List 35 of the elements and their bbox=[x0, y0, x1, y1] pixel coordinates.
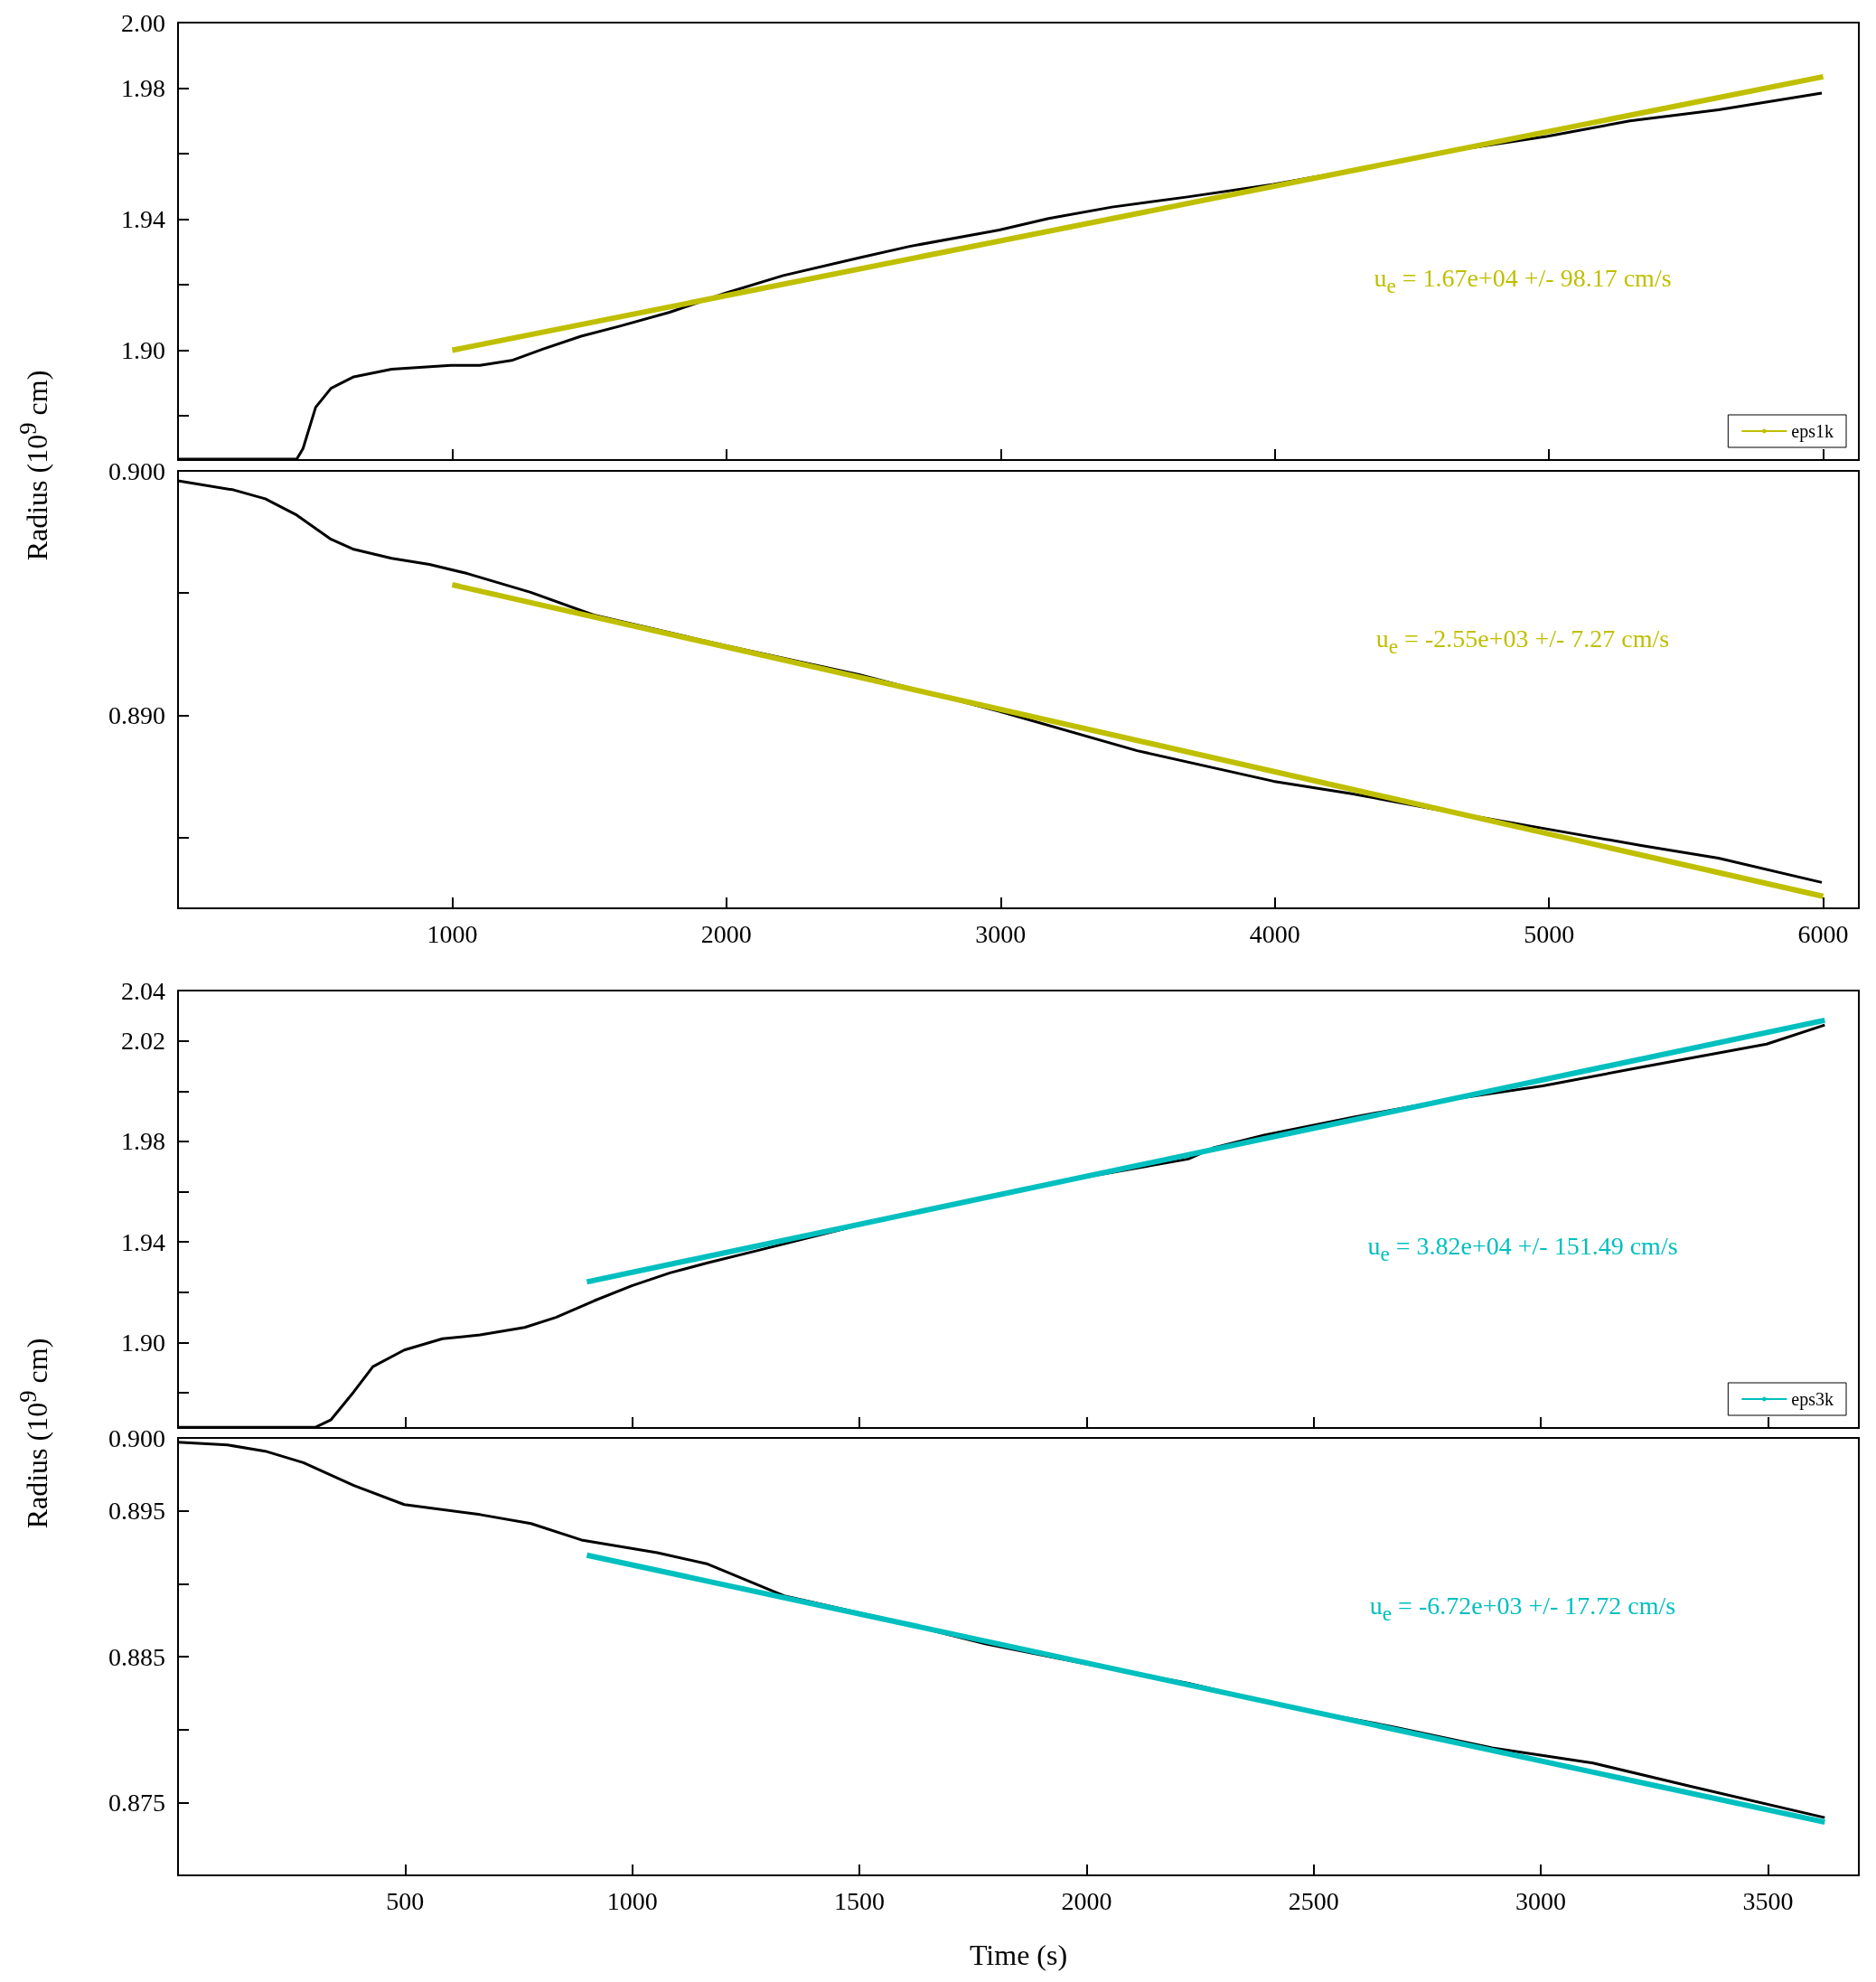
x-tick-label: 2000 bbox=[1061, 1886, 1112, 1915]
x-tick-label: 3000 bbox=[1515, 1886, 1567, 1915]
y-tick-label: 0.875 bbox=[108, 1788, 165, 1817]
x-tick-label: 1000 bbox=[606, 1886, 658, 1915]
x-tick-label: 1000 bbox=[427, 919, 478, 948]
x-tick-label: 3500 bbox=[1742, 1886, 1794, 1915]
y-tick-label: 2.02 bbox=[121, 1027, 165, 1056]
x-tick-label: 500 bbox=[386, 1886, 425, 1915]
legend-label: eps1k bbox=[1791, 421, 1834, 442]
y-tick-label: 0.895 bbox=[108, 1497, 165, 1526]
annotation: u$_{e}$ = 1.67e+04 +/- 98.17 cm/s bbox=[1374, 263, 1672, 298]
annotation: u$_{e}$ = -2.55e+03 +/- 7.27 cm/s bbox=[1375, 624, 1670, 659]
y-tick-label: 1.90 bbox=[121, 1328, 165, 1357]
y-tick-label: 0.890 bbox=[108, 700, 165, 729]
x-tick-label: 2500 bbox=[1288, 1886, 1339, 1915]
y-tick-label: 1.94 bbox=[121, 205, 165, 234]
x-tick-label: 4000 bbox=[1249, 919, 1300, 948]
y-tick-label: 1.94 bbox=[121, 1227, 165, 1256]
annotation: u$_{e}$ = 3.82e+04 +/- 151.49 cm/s bbox=[1367, 1231, 1678, 1266]
y-tick-label: 2.00 bbox=[121, 8, 165, 37]
annotation: u$_{e}$ = -6.72e+03 +/- 17.72 cm/s bbox=[1369, 1591, 1676, 1626]
legend-label: eps3k bbox=[1791, 1389, 1834, 1410]
y-tick-label: 1.90 bbox=[121, 336, 165, 365]
y-tick-label: 0.885 bbox=[108, 1642, 165, 1671]
x-tick-label: 2000 bbox=[700, 919, 752, 948]
x-axis-title: Time (s) bbox=[969, 1939, 1068, 1971]
x-tick-label: 1500 bbox=[834, 1886, 886, 1915]
x-tick-label: 5000 bbox=[1524, 919, 1575, 948]
x-tick-label: 6000 bbox=[1797, 919, 1849, 948]
x-tick-label: 3000 bbox=[975, 919, 1027, 948]
y-tick-label: 2.04 bbox=[121, 976, 165, 1005]
y-tick-label: 1.98 bbox=[121, 1127, 165, 1156]
y-tick-label: 0.900 bbox=[108, 1423, 165, 1452]
y-tick-label: 0.900 bbox=[108, 456, 165, 485]
y-tick-label: 1.98 bbox=[121, 74, 165, 103]
